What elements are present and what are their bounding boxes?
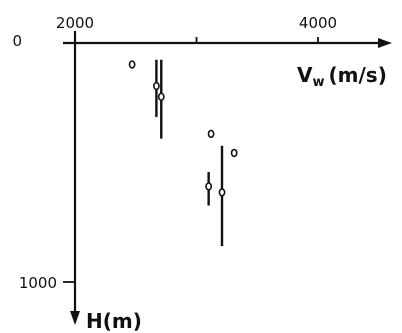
x-axis-title-unit: (m/s): [329, 63, 387, 87]
y-axis-arrow: [70, 311, 80, 325]
x-tick-label: 4000: [299, 14, 337, 32]
x-axis-arrow: [378, 38, 392, 48]
ticks: 2000 4000 0 1000: [12, 14, 337, 292]
data-point: [230, 148, 238, 158]
y-tick-label: 0: [12, 32, 22, 50]
data-points: [128, 59, 238, 247]
x-tick-label: 2000: [56, 14, 94, 32]
x-axis-title-sub: w: [312, 75, 324, 90]
axes: [63, 31, 392, 325]
y-tick-label: 1000: [19, 274, 57, 292]
data-point: [205, 172, 213, 206]
x-axis-title-main: V: [297, 63, 313, 87]
point-marker: [153, 81, 160, 91]
data-point: [157, 59, 165, 139]
data-point: [128, 60, 136, 69]
point-marker: [128, 60, 136, 69]
x-axis-title: Vw (m/s): [297, 63, 387, 90]
point-marker: [218, 188, 226, 197]
data-point: [153, 59, 160, 118]
y-axis-title: H(m): [86, 309, 142, 333]
point-marker: [205, 182, 213, 191]
point-marker: [157, 92, 165, 101]
point-marker: [230, 148, 238, 158]
data-point: [207, 129, 215, 139]
data-point: [218, 145, 226, 247]
point-marker: [207, 129, 215, 139]
